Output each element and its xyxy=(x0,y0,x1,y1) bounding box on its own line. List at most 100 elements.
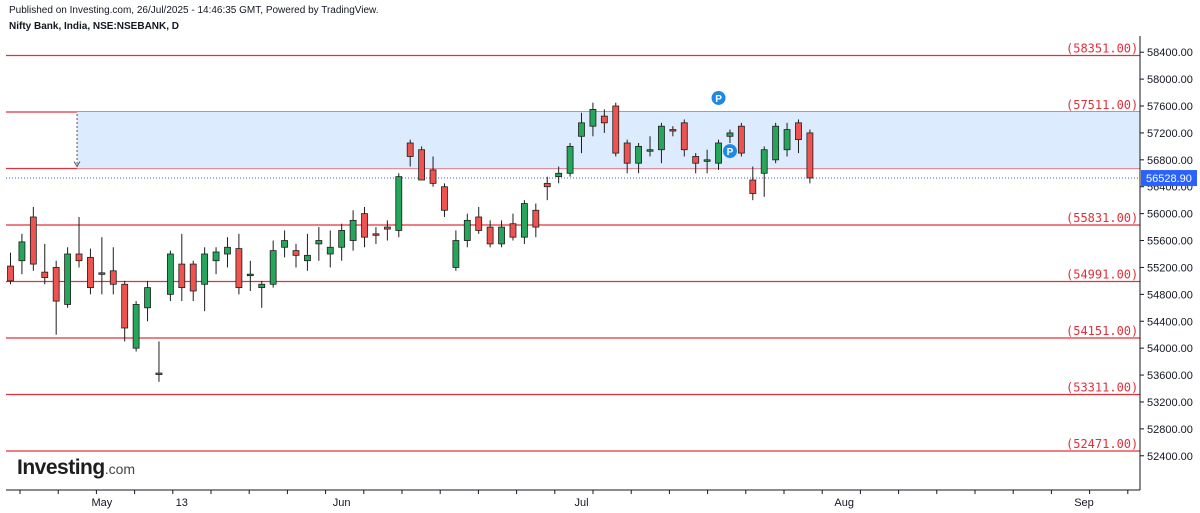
candle xyxy=(669,126,677,137)
candle xyxy=(155,341,163,382)
candle xyxy=(783,122,791,157)
candle-body xyxy=(669,129,677,132)
p-marker-label: P xyxy=(715,94,722,105)
level-label: (57511.00) xyxy=(1066,98,1138,112)
candle xyxy=(635,143,642,174)
candle-body xyxy=(155,372,163,375)
x-tick-label: Aug xyxy=(834,497,854,509)
candle-body xyxy=(555,172,563,178)
y-tick-label: 53600.00 xyxy=(1147,370,1193,382)
candle xyxy=(269,240,277,288)
candle xyxy=(806,129,814,184)
candle-body xyxy=(361,213,368,238)
candle-body xyxy=(680,122,688,151)
candle-body xyxy=(703,159,711,162)
candle xyxy=(246,260,254,291)
candle xyxy=(7,252,14,285)
candle-body xyxy=(281,240,288,248)
candle-body xyxy=(87,256,94,289)
candle-body xyxy=(41,271,49,278)
level-label: (53311.00) xyxy=(1066,381,1138,395)
candle xyxy=(600,109,608,133)
candle-body xyxy=(509,223,517,238)
candle xyxy=(292,243,300,268)
candle-body xyxy=(212,251,220,262)
candle-body xyxy=(338,230,346,248)
candle-body xyxy=(18,241,26,262)
y-axis: 52400.00 52800.00 53200.00 53600.00 54000.00… xyxy=(1139,36,1197,490)
level-label: (58351.00) xyxy=(1066,42,1138,56)
candle xyxy=(189,260,197,302)
candle xyxy=(658,122,665,164)
candle-body xyxy=(772,125,780,161)
candle xyxy=(715,139,722,170)
candle-body xyxy=(715,142,722,164)
level-lines: (58351.00)(57511.00)(56671.00)(55831.00)… xyxy=(6,42,1140,452)
zone-rect xyxy=(77,112,1140,169)
candle-body xyxy=(806,132,814,179)
candle xyxy=(760,146,768,197)
candle-body xyxy=(64,253,71,305)
candle xyxy=(41,243,49,285)
candle xyxy=(452,230,460,271)
p-marker-circle xyxy=(722,144,737,159)
candle-body xyxy=(658,125,665,151)
candle-body xyxy=(258,283,266,289)
candle xyxy=(543,176,551,201)
level-label: (54151.00) xyxy=(1066,324,1138,338)
candle xyxy=(383,220,391,241)
candle-body xyxy=(452,240,460,268)
candle-body xyxy=(201,253,209,285)
candle-body xyxy=(749,179,757,194)
candle xyxy=(281,230,288,258)
candle-body xyxy=(52,267,60,302)
candle xyxy=(703,149,711,174)
logo-suffix: .com xyxy=(104,461,136,477)
candle xyxy=(315,227,323,261)
candle xyxy=(18,233,26,275)
x-axis: May 13 Jun Jul Aug Sep xyxy=(6,489,1140,509)
candle xyxy=(463,213,471,248)
candle-body xyxy=(429,169,437,184)
candle xyxy=(737,122,745,157)
candle-body xyxy=(98,272,106,275)
candle xyxy=(612,102,620,157)
candle-body xyxy=(406,142,414,157)
candle xyxy=(224,237,231,268)
y-tick-label: 54800.00 xyxy=(1147,289,1193,301)
candle xyxy=(52,260,60,335)
y-tick-label: 54400.00 xyxy=(1147,316,1193,328)
candle-body xyxy=(178,263,186,289)
candle xyxy=(178,233,186,302)
candle-body xyxy=(612,105,620,154)
candle-body xyxy=(304,254,311,262)
candle xyxy=(201,247,209,312)
candle xyxy=(441,183,448,217)
candle-body xyxy=(29,216,37,265)
last-price-badge xyxy=(1141,170,1197,187)
candle-body xyxy=(726,132,734,137)
candle xyxy=(29,206,37,271)
candle xyxy=(235,233,243,295)
p-marker: P xyxy=(722,144,737,159)
level-label: (52471.00) xyxy=(1066,437,1138,451)
y-tick-label: 57600.00 xyxy=(1147,101,1193,113)
candle xyxy=(349,210,357,251)
candle xyxy=(726,129,734,144)
candle-body xyxy=(783,129,791,151)
p-marker-circle xyxy=(711,90,726,105)
candle-body xyxy=(566,145,574,174)
y-tick-label: 53200.00 xyxy=(1147,397,1193,409)
candle-body xyxy=(441,186,448,211)
candle xyxy=(75,216,83,268)
y-tick-label: 55200.00 xyxy=(1147,262,1193,274)
candle-body xyxy=(269,250,277,285)
candle-body xyxy=(132,304,140,349)
candle-body xyxy=(109,270,117,285)
candle xyxy=(589,102,597,137)
candle xyxy=(692,153,700,174)
y-tick-label: 56000.00 xyxy=(1147,209,1193,221)
y-tick-label: 56800.00 xyxy=(1147,155,1193,167)
candle xyxy=(98,237,106,295)
